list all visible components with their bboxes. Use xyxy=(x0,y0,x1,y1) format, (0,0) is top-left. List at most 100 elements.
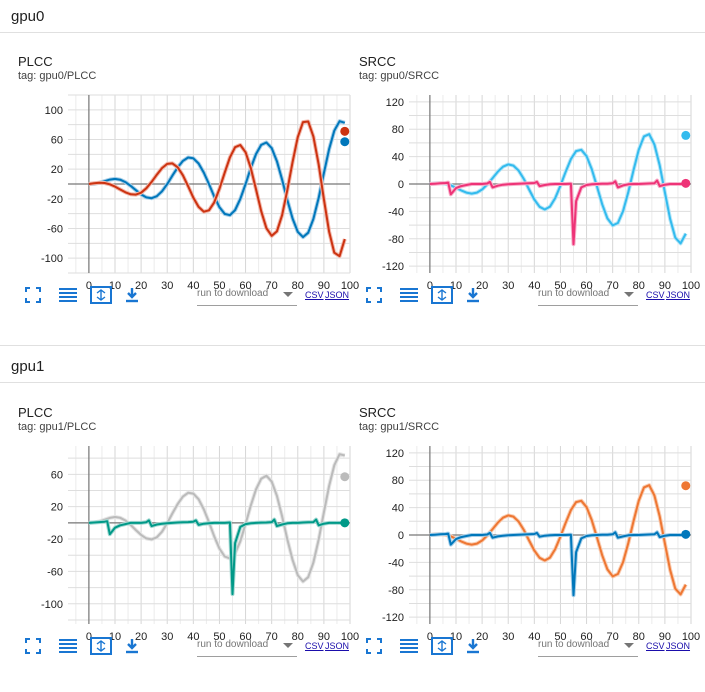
series-1-line[interactable] xyxy=(88,120,346,258)
download-icon[interactable] xyxy=(121,284,143,306)
x-tick-label: 100 xyxy=(341,631,359,643)
y-tick-label: -60 xyxy=(47,566,63,578)
card-title: PLCC xyxy=(18,54,53,69)
json-link[interactable]: JSON xyxy=(666,641,691,651)
x-tick-label: 70 xyxy=(266,280,278,292)
x-tick-label: 30 xyxy=(502,280,514,292)
fullscreen-icon[interactable] xyxy=(363,635,385,657)
series-1-end-point[interactable] xyxy=(681,529,691,539)
dropdown-arrow-icon xyxy=(624,292,634,297)
json-link[interactable]: JSON xyxy=(325,641,350,651)
card-toolbar: run to download CSV JSON xyxy=(22,635,352,659)
csv-link[interactable]: CSV xyxy=(305,641,324,651)
fit-domain-icon[interactable] xyxy=(429,635,455,657)
series-1-end-point[interactable] xyxy=(681,178,691,188)
series-0-end-point[interactable] xyxy=(340,137,350,147)
series-0-end-point[interactable] xyxy=(681,130,691,140)
series-0-line[interactable] xyxy=(429,133,687,245)
y-tick-label: 120 xyxy=(386,97,404,109)
y-tick-label: 0 xyxy=(398,530,404,542)
y-tick-label: 20 xyxy=(51,502,63,514)
group-name: gpu1 xyxy=(11,358,45,375)
y-tick-label: -100 xyxy=(41,599,63,611)
y-tick-label: 100 xyxy=(45,105,63,117)
download-icon[interactable] xyxy=(462,284,484,306)
json-link[interactable]: JSON xyxy=(325,290,350,300)
group-name: gpu0 xyxy=(11,8,45,25)
y-tick-label: 60 xyxy=(51,469,63,481)
series-1-line[interactable] xyxy=(429,179,686,246)
dropdown-arrow-icon xyxy=(283,292,293,297)
scalar-card-gpu0-plcc: PLCC tag: gpu0/PLCC 0 10 20 30 40 50 60 70 80 90 100… xyxy=(0,33,359,333)
y-tick-label: 40 xyxy=(392,152,404,164)
fullscreen-icon[interactable] xyxy=(363,284,385,306)
fit-domain-icon[interactable] xyxy=(88,635,114,657)
series-1-line[interactable] xyxy=(88,518,345,596)
x-tick-label: 30 xyxy=(161,280,173,292)
lines-icon[interactable] xyxy=(397,635,421,657)
x-tick-label: 100 xyxy=(682,631,700,643)
x-tick-label: 60 xyxy=(580,280,592,292)
group-header-gpu1[interactable]: gpu1 xyxy=(0,350,705,383)
x-tick-label: 100 xyxy=(682,280,700,292)
lines-icon[interactable] xyxy=(397,284,421,306)
series-0-end-point[interactable] xyxy=(340,472,350,482)
card-tag: tag: gpu1/PLCC xyxy=(18,421,97,433)
y-tick-label: -120 xyxy=(382,612,404,624)
x-tick-label: 40 xyxy=(187,280,199,292)
series-0-line[interactable] xyxy=(429,484,687,596)
y-tick-label: 80 xyxy=(392,124,404,136)
json-link[interactable]: JSON xyxy=(666,290,691,300)
series-1-end-point[interactable] xyxy=(340,126,350,136)
lines-icon[interactable] xyxy=(56,284,80,306)
select-value: run to download xyxy=(538,288,610,299)
card-toolbar: run to download CSV JSON xyxy=(363,635,693,659)
series-0-smoothed-line xyxy=(88,119,346,240)
series-0-line[interactable] xyxy=(88,120,346,239)
x-tick-label: 50 xyxy=(213,280,225,292)
series-1-line[interactable] xyxy=(429,531,686,597)
x-tick-label: 80 xyxy=(292,631,304,643)
fit-domain-icon[interactable] xyxy=(88,284,114,306)
fullscreen-icon[interactable] xyxy=(22,635,44,657)
x-tick-label: 0 xyxy=(86,631,92,643)
run-download-select[interactable]: run to download xyxy=(538,284,638,306)
x-tick-label: 80 xyxy=(292,280,304,292)
scalar-card-gpu1-srcc: SRCC tag: gpu1/SRCC 0 10 20 30 40 50 60 70 80 90 100… xyxy=(341,384,700,684)
series-0-line[interactable] xyxy=(88,453,346,583)
x-tick-label: 20 xyxy=(476,280,488,292)
dropdown-arrow-icon xyxy=(624,643,634,648)
csv-link[interactable]: CSV xyxy=(646,641,665,651)
download-icon[interactable] xyxy=(462,635,484,657)
run-download-select[interactable]: run to download xyxy=(197,284,297,306)
series-0-end-point[interactable] xyxy=(681,481,691,491)
lines-icon[interactable] xyxy=(56,635,80,657)
run-download-select[interactable]: run to download xyxy=(538,635,638,657)
x-tick-label: 30 xyxy=(502,631,514,643)
run-download-select[interactable]: run to download xyxy=(197,635,297,657)
x-tick-label: 20 xyxy=(135,280,147,292)
x-tick-label: 80 xyxy=(633,631,645,643)
fullscreen-icon[interactable] xyxy=(22,284,44,306)
download-icon[interactable] xyxy=(121,635,143,657)
csv-link[interactable]: CSV xyxy=(305,290,324,300)
csv-link[interactable]: CSV xyxy=(646,290,665,300)
card-title: PLCC xyxy=(18,405,53,420)
series-0-smoothed-line xyxy=(429,132,688,246)
card-tag: tag: gpu1/SRCC xyxy=(359,421,440,433)
scalar-card-gpu1-plcc: PLCC tag: gpu1/PLCC 0 10 20 30 40 50 60 70 80 90 100… xyxy=(0,384,359,684)
y-tick-label: -20 xyxy=(47,534,63,546)
card-toolbar: run to download CSV JSON xyxy=(363,284,693,308)
group-header-gpu0[interactable]: gpu0 xyxy=(0,0,705,33)
x-tick-label: 50 xyxy=(554,280,566,292)
fit-domain-icon[interactable] xyxy=(429,284,455,306)
x-tick-label: 90 xyxy=(659,631,671,643)
y-tick-label: -60 xyxy=(47,224,63,236)
series-1-end-point[interactable] xyxy=(340,518,350,528)
x-tick-label: 90 xyxy=(318,631,330,643)
x-tick-label: 20 xyxy=(135,631,147,643)
